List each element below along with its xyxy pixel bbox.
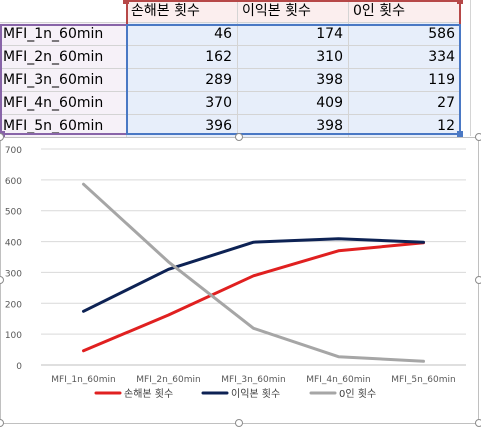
cell-r1-loss[interactable]: 46 [127,23,238,46]
series-line-1 [82,241,425,353]
cell-r4-zero[interactable]: 27 [349,92,461,115]
cell-r5-profit[interactable]: 398 [238,115,349,138]
chart-resize-handle[interactable] [235,133,243,141]
row-label-1[interactable]: MFI_1n_60min [0,23,127,46]
y-tick-label: 600 [5,177,22,187]
cell-r2-loss[interactable]: 162 [127,46,238,69]
row-label-3[interactable]: MFI_3n_60min [0,69,127,92]
header-cell-profit[interactable]: 이익본 횟수 [238,0,349,23]
gridlines [41,148,466,366]
spreadsheet-range: 손해본 횟수 이익본 횟수 0인 횟수 MFI_1n_60min 46 174 … [0,0,481,138]
series-line-3 [82,182,425,363]
chart-resize-handle[interactable] [475,276,481,284]
y-tick-label: 0 [16,362,22,372]
cell-r5-zero[interactable]: 12 [349,115,461,138]
series-lines [82,182,425,363]
x-tick-label: MFI_2n_60min [136,375,200,385]
chart-plot-area: 0 100 200 300 400 500 600 700 MFI_1n_60min MFI_2… [5,146,466,400]
x-tick-label: MFI_1n_60min [51,375,115,385]
legend-label: 손해본 횟수 [124,387,173,400]
y-tick-label: 200 [5,300,22,310]
cell-r4-loss[interactable]: 370 [127,92,238,115]
y-axis-ticks: 0 100 200 300 400 500 600 700 [5,146,22,372]
x-tick-label: MFI_5n_60min [391,375,455,385]
cell-r1-profit[interactable]: 174 [238,23,349,46]
line-chart[interactable]: 0 100 200 300 400 500 600 700 MFI_1n_60min MFI_2… [0,137,479,424]
cell-r3-loss[interactable]: 289 [127,69,238,92]
x-tick-label: MFI_4n_60min [306,375,370,385]
cell-r3-zero[interactable]: 119 [349,69,461,92]
cell-r2-zero[interactable]: 334 [349,46,461,69]
chart-resize-handle[interactable] [475,133,481,141]
y-tick-label: 400 [5,239,22,249]
range-resize-handle[interactable] [457,0,463,4]
header-cell-loss[interactable]: 손해본 횟수 [127,0,238,23]
legend-label: 0인 횟수 [339,388,376,400]
x-axis-ticks: MFI_1n_60min MFI_2n_60min MFI_3n_60min MFI_… [51,375,455,385]
series-line-2 [82,237,425,313]
x-tick-label: MFI_3n_60min [221,375,285,385]
row-label-5[interactable]: MFI_5n_60min [0,115,127,138]
cell-r4-profit[interactable]: 409 [238,92,349,115]
cell-r1-zero[interactable]: 586 [349,23,461,46]
y-tick-label: 700 [5,146,22,156]
row-label-2[interactable]: MFI_2n_60min [0,46,127,69]
cell-r2-profit[interactable]: 310 [238,46,349,69]
empty-corner-cell[interactable] [0,0,127,23]
cell-r5-loss[interactable]: 396 [127,115,238,138]
range-resize-handle[interactable] [457,131,463,137]
header-cell-zero[interactable]: 0인 횟수 [349,0,461,23]
legend-label: 이익본 횟수 [231,388,280,400]
range-resize-handle[interactable] [123,0,129,4]
y-tick-label: 500 [5,208,22,218]
y-tick-label: 100 [5,331,22,341]
chart-legend: 손해본 횟수 이익본 횟수 0인 횟수 [94,387,376,400]
y-tick-label: 300 [5,269,22,279]
column-gridline [470,0,471,136]
row-label-4[interactable]: MFI_4n_60min [0,92,127,115]
cell-r3-profit[interactable]: 398 [238,69,349,92]
